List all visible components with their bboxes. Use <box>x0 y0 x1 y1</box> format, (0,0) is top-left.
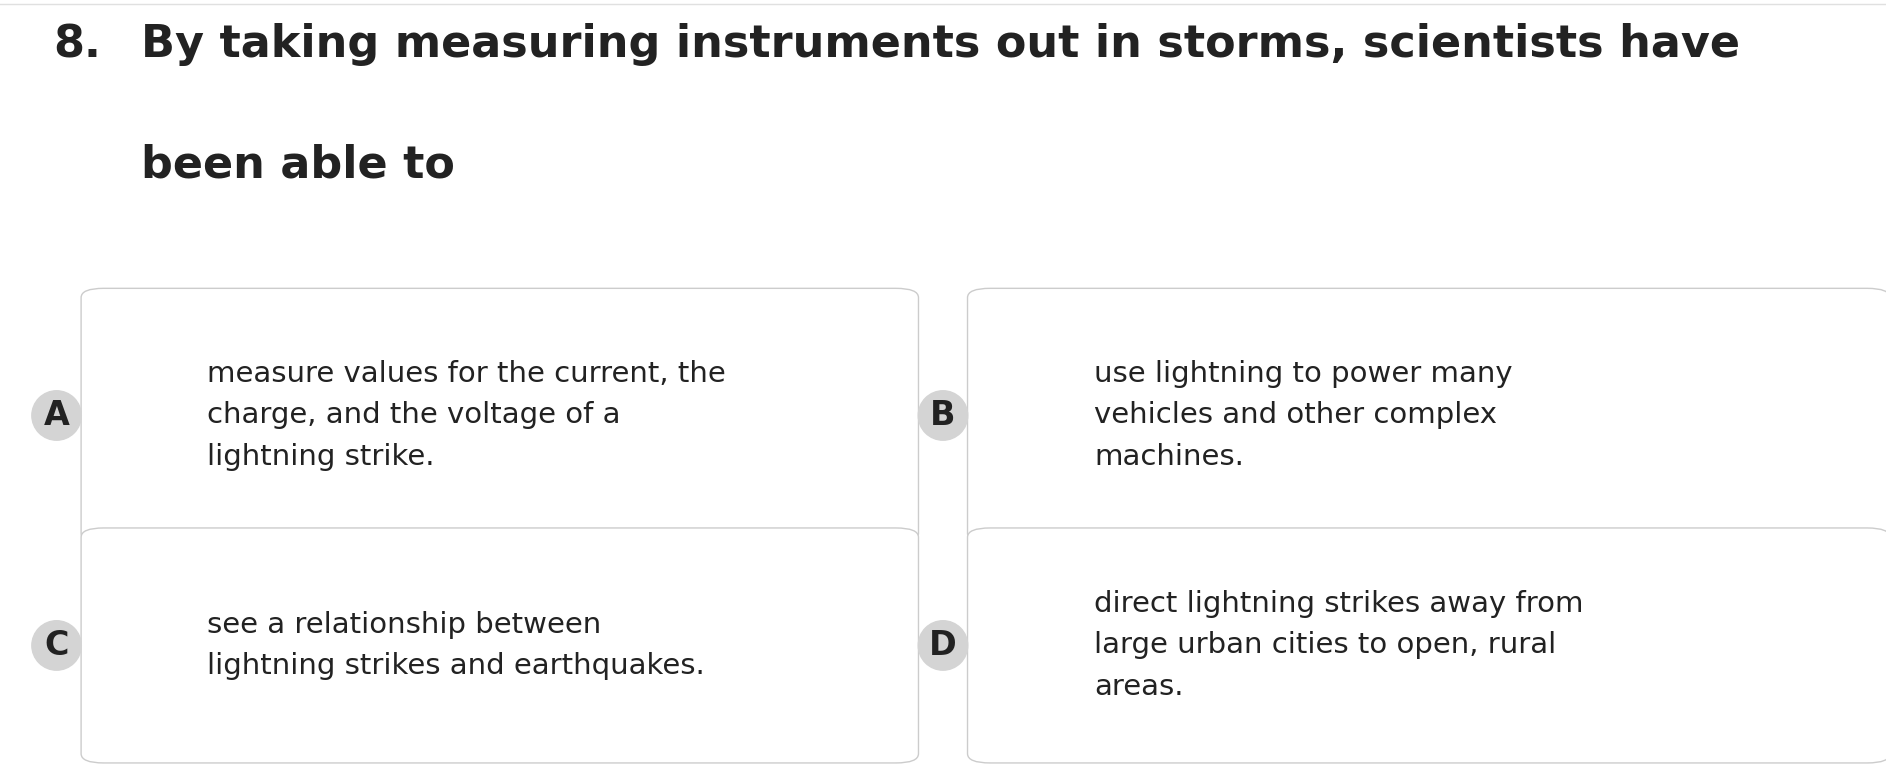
Text: C: C <box>45 629 68 662</box>
Ellipse shape <box>918 390 968 440</box>
Text: direct lightning strikes away from
large urban cities to open, rural
areas.: direct lightning strikes away from large… <box>1094 591 1584 700</box>
Text: use lightning to power many
vehicles and other complex
machines.: use lightning to power many vehicles and… <box>1094 360 1513 471</box>
FancyBboxPatch shape <box>968 288 1886 543</box>
FancyBboxPatch shape <box>968 528 1886 763</box>
FancyBboxPatch shape <box>81 288 918 543</box>
Text: measure values for the current, the
charge, and the voltage of a
lightning strik: measure values for the current, the char… <box>207 360 726 471</box>
Text: D: D <box>930 629 956 662</box>
Text: By taking measuring instruments out in storms, scientists have: By taking measuring instruments out in s… <box>141 23 1741 66</box>
Text: been able to: been able to <box>141 143 455 186</box>
Ellipse shape <box>918 621 968 670</box>
Ellipse shape <box>32 621 81 670</box>
Text: B: B <box>930 399 956 432</box>
FancyBboxPatch shape <box>81 528 918 763</box>
Text: see a relationship between
lightning strikes and earthquakes.: see a relationship between lightning str… <box>207 611 705 680</box>
Ellipse shape <box>32 390 81 440</box>
Text: A: A <box>43 399 70 432</box>
Text: 8.: 8. <box>53 23 100 66</box>
